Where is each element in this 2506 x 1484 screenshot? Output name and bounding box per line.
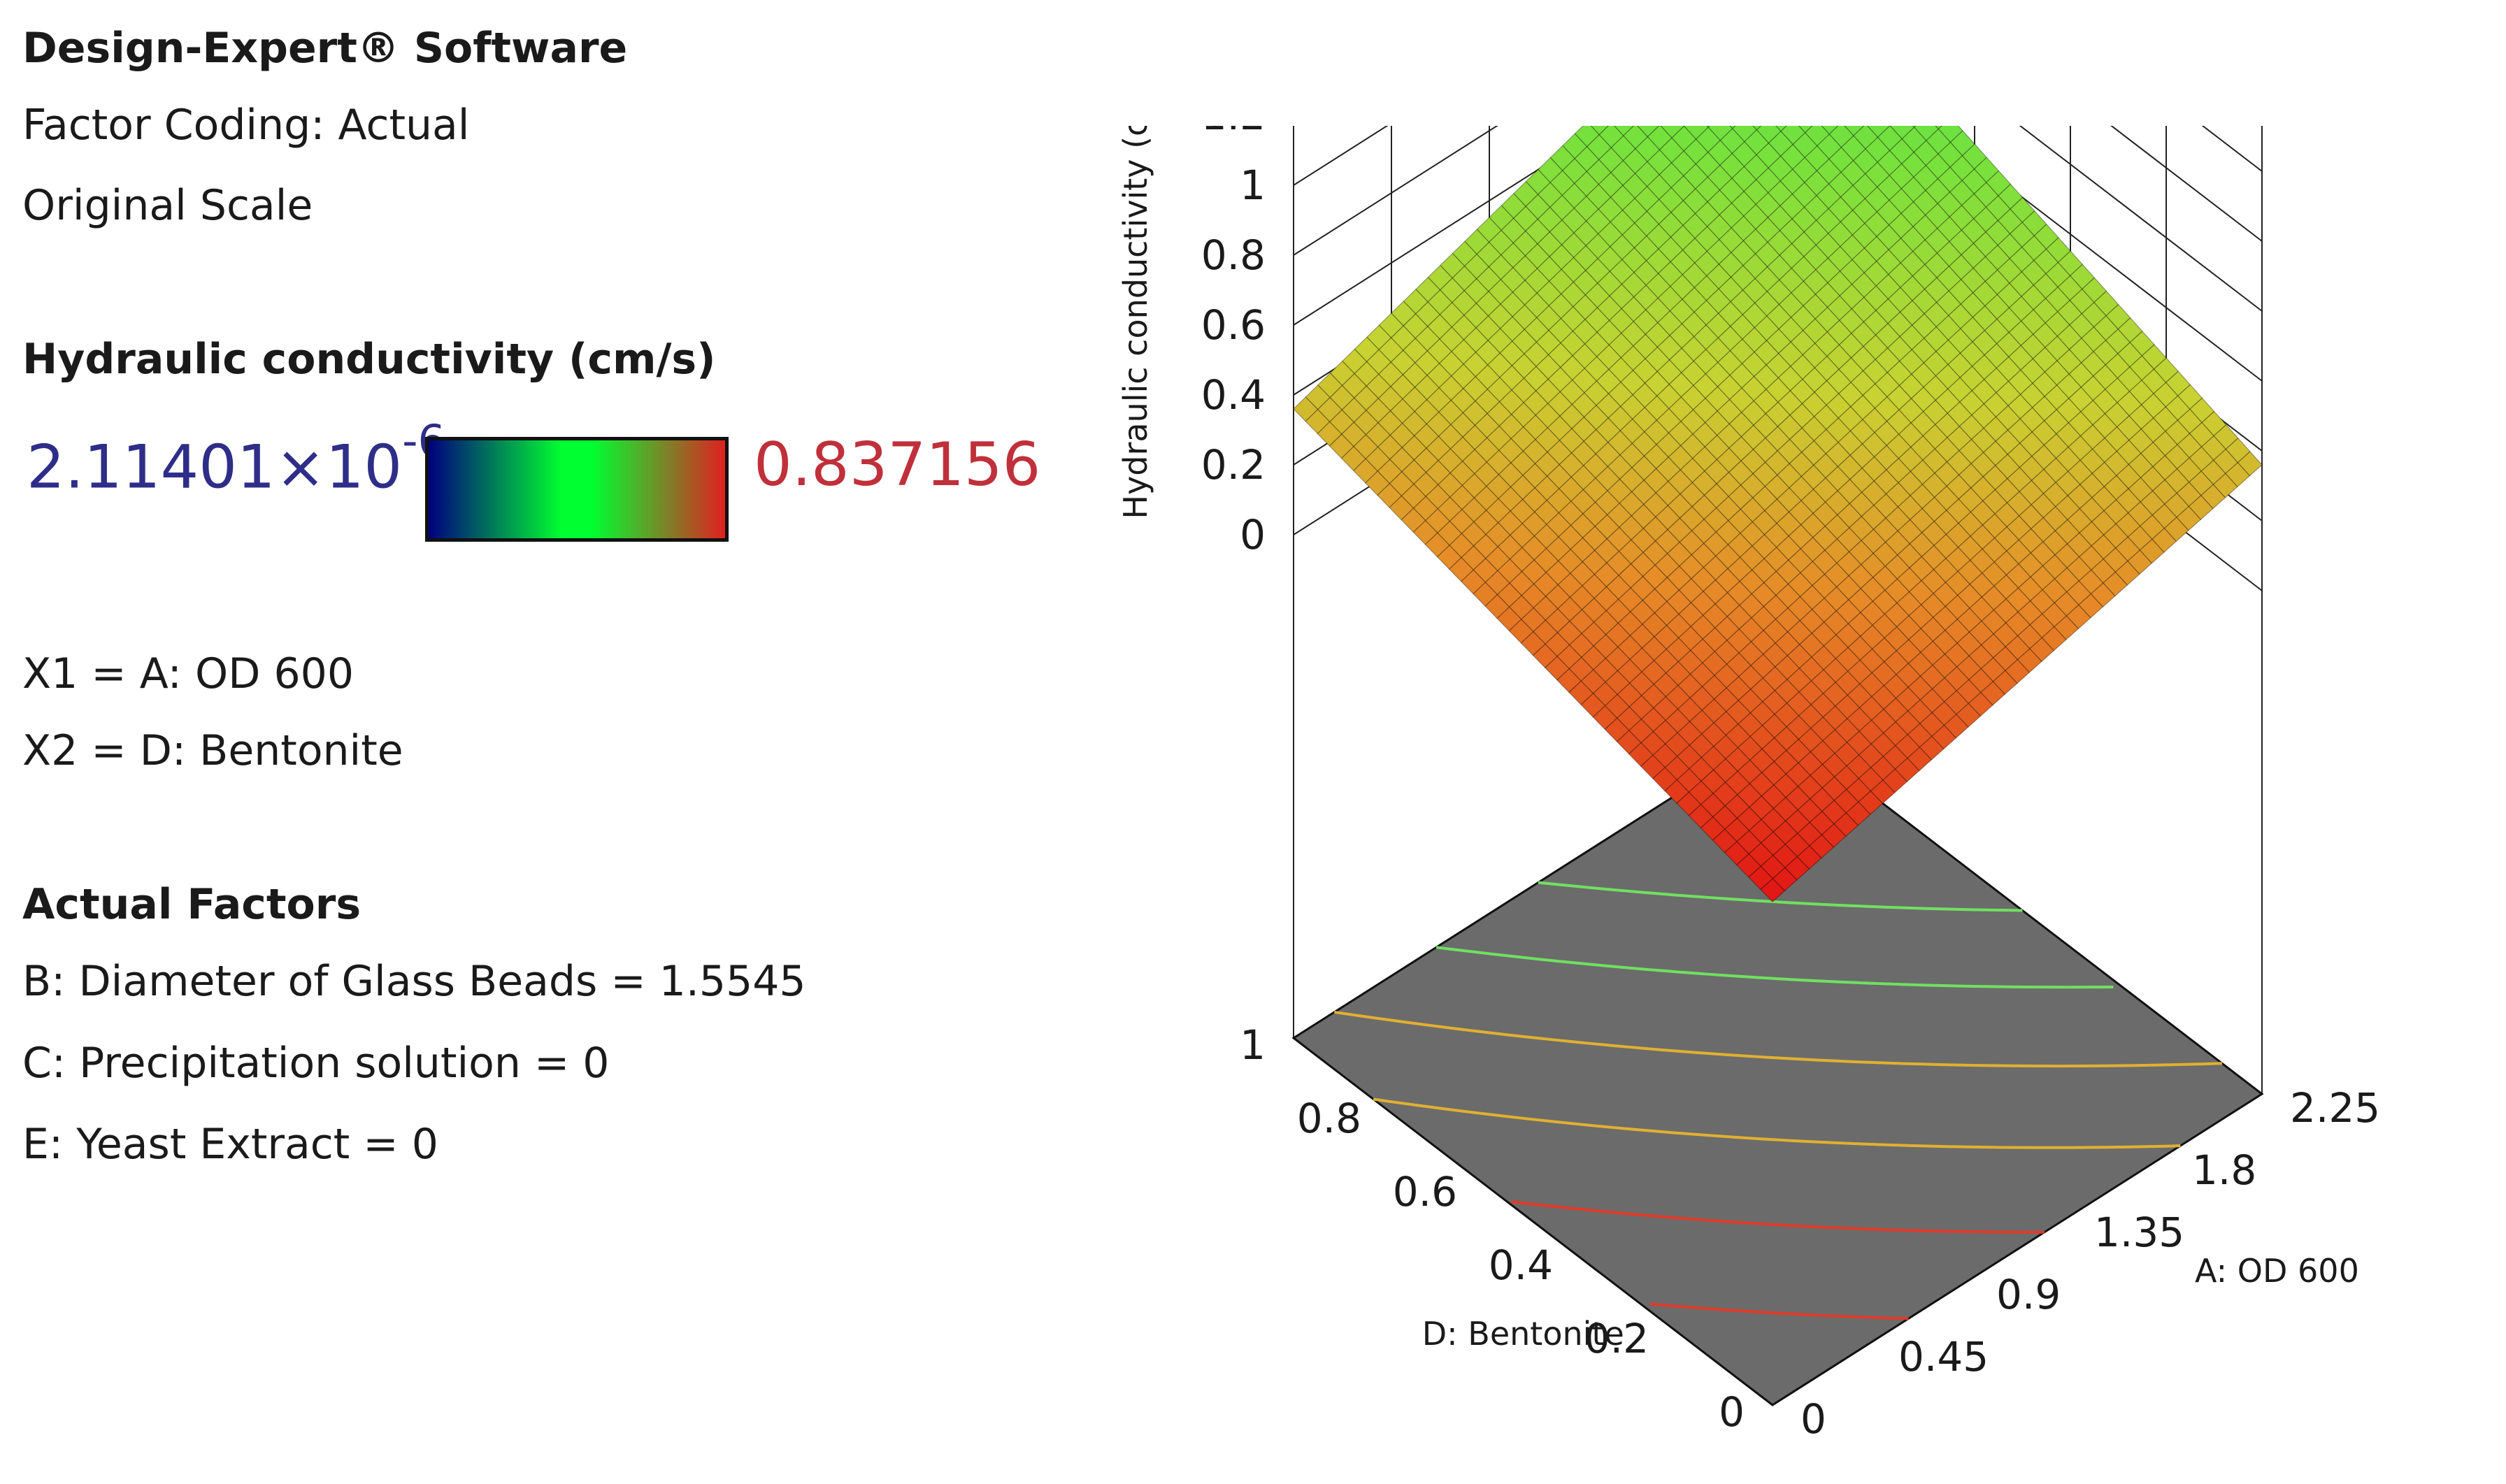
surface-cell — [1614, 126, 1634, 136]
surface-cell — [1683, 126, 1709, 140]
legend-max-value: 0.837156 — [754, 430, 1041, 500]
wall-gridline-z — [1293, 126, 2263, 312]
x-tick-label: 0.45 — [1898, 1333, 1989, 1381]
y-tick-label: 0.6 — [1393, 1168, 1457, 1216]
z-tick-label: 0.4 — [1201, 371, 1266, 419]
color-scale-bar — [425, 437, 729, 542]
actual-factors-heading: Actual Factors — [22, 880, 361, 929]
y-tick-label: 0.2 — [1584, 1315, 1649, 1362]
floor-contour — [1538, 881, 2023, 912]
surface-cell — [1938, 126, 1963, 143]
surface-cell — [1637, 126, 1660, 138]
actual-factor-c: C: Precipitation solution = 0 — [22, 1039, 610, 1088]
surface-cell — [1889, 126, 1915, 140]
surface-cell — [1828, 126, 1854, 148]
surface-cell — [1598, 126, 1624, 148]
actual-factor-b: B: Diameter of Glass Beads = 1.5545 — [22, 957, 806, 1006]
x-axis-label: A: OD 600 — [2195, 1252, 2359, 1290]
y-tick-label: 1 — [1240, 1021, 1266, 1069]
y-tick-label: 0.8 — [1297, 1095, 1361, 1142]
surface-cell — [1752, 126, 1762, 131]
x-tick-label: 2.25 — [2290, 1084, 2380, 1132]
x2-factor: X2 = D: Bentonite — [22, 726, 403, 775]
axis-labels: 00.20.40.60.811.21.41.6Hydraulic conduct… — [1117, 126, 2380, 1443]
z-tick-label: 0.8 — [1201, 231, 1266, 279]
x-tick-label: 0 — [1800, 1395, 1826, 1443]
z-tick-label: 1 — [1240, 161, 1266, 209]
surface-cell — [1706, 126, 1710, 128]
surface-cell — [1867, 126, 1891, 138]
z-tick-label: 0.6 — [1201, 301, 1266, 349]
actual-factor-e: E: Yeast Extract = 0 — [22, 1120, 438, 1169]
floor-contour — [1511, 1200, 2045, 1234]
z-axis-label: Hydraulic conductivity (cm/s) — [1117, 126, 1154, 519]
surface-cell — [1660, 126, 1685, 139]
x1-factor: X1 = A: OD 600 — [22, 649, 354, 698]
floor-contour — [1334, 1010, 2222, 1068]
surface-cell — [1877, 126, 1903, 152]
surface-cell — [1756, 126, 1782, 144]
x-tick-label: 0.9 — [1996, 1271, 2061, 1318]
software-title: Design-Expert® Software — [22, 24, 628, 73]
wall-gridline-z — [1293, 126, 2263, 382]
surface-cell — [1798, 126, 1813, 134]
x-tick-label: 1.35 — [2094, 1209, 2184, 1256]
surface-cell — [1804, 126, 1831, 147]
response-surface — [1293, 126, 2263, 902]
floor-contour — [1649, 1302, 1909, 1320]
floor-contour — [1435, 946, 2114, 989]
surface-cell — [1729, 126, 1736, 129]
surface-cell — [1731, 126, 1758, 143]
surface-cell — [1622, 126, 1649, 150]
response-title: Hydraulic conductivity (cm/s) — [22, 335, 716, 384]
y-tick-label: 0.4 — [1489, 1241, 1553, 1289]
surface-cell — [1647, 126, 1673, 151]
surface-cell — [1780, 126, 1806, 145]
z-tick-label: 0 — [1240, 511, 1266, 559]
surface-cell — [1821, 126, 1839, 135]
surface-cell — [1844, 126, 1865, 136]
z-tick-label: 0.2 — [1201, 441, 1266, 489]
floor-contour — [1373, 1097, 2181, 1149]
z-tick-label: 1.2 — [1201, 126, 1266, 139]
surface-cell — [1590, 126, 1609, 136]
surface-cell — [1912, 126, 1917, 128]
y-axis-label: D: Bentonite — [1422, 1315, 1624, 1353]
scale-label: Original Scale — [22, 181, 313, 230]
surface-cell — [1913, 126, 1940, 141]
legend-min-value: 2.11401×10-6 — [27, 415, 445, 503]
y-tick-label: 0 — [1719, 1388, 1745, 1436]
x-tick-label: 1.8 — [2192, 1146, 2256, 1194]
legend-min-mantissa: 2.11401×10 — [27, 432, 403, 503]
factor-coding: Factor Coding: Actual — [22, 101, 470, 150]
surface-cell — [1853, 126, 1879, 150]
surface-cell — [1775, 126, 1787, 132]
surface-plot: 00.20.40.60.811.21.41.6Hydraulic conduct… — [1117, 126, 2380, 1443]
surface-cell — [1935, 126, 1942, 130]
surface-cell — [1574, 126, 1600, 147]
surface-cell — [1707, 126, 1733, 141]
